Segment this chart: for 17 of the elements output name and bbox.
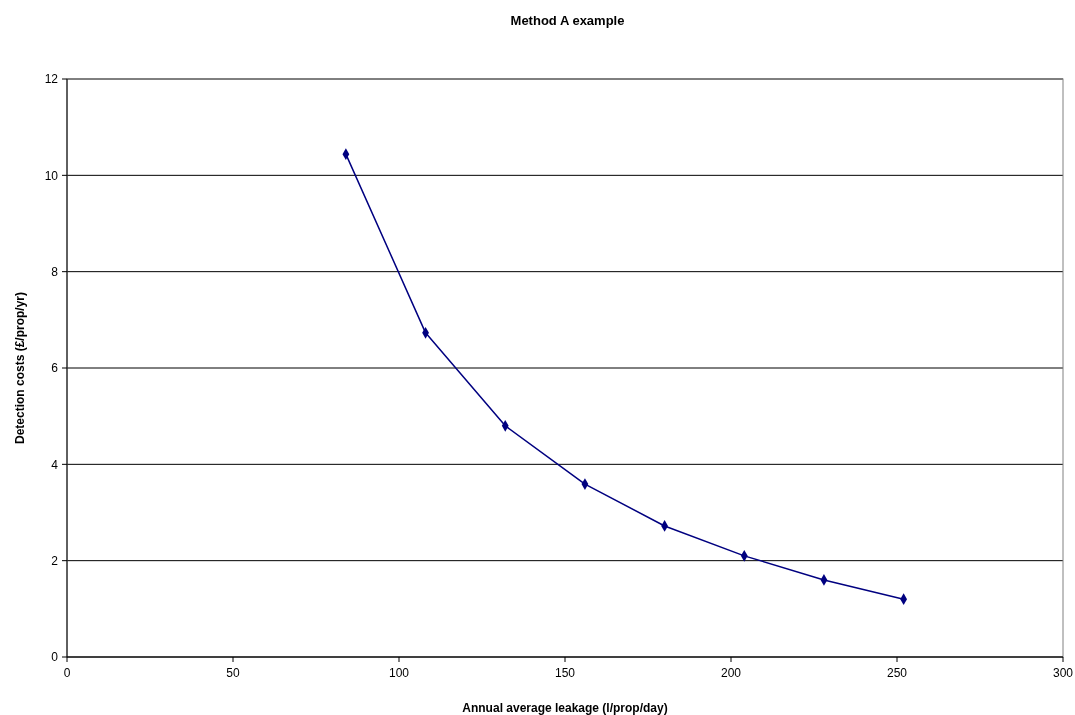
x-tick-label: 300	[1052, 666, 1074, 680]
x-tick-label: 250	[886, 666, 908, 680]
y-tick-label: 6	[51, 361, 59, 376]
y-tick-label: 0	[51, 650, 59, 665]
x-tick-label: 50	[226, 666, 240, 680]
chart-title: Method A example	[510, 13, 625, 28]
y-tick-label: 12	[44, 72, 59, 87]
y-tick-label: 4	[51, 457, 59, 472]
x-axis-title: Annual average leakage (l/prop/day)	[462, 701, 668, 715]
x-tick-label: 0	[63, 666, 71, 680]
x-tick-label: 100	[388, 666, 410, 680]
x-tick-label: 200	[720, 666, 742, 680]
x-tick-label: 150	[554, 666, 576, 680]
y-axis-title: Detection costs (£/prop/yr)	[13, 291, 27, 445]
y-tick-label: 2	[51, 553, 59, 568]
y-tick-label: 10	[44, 168, 59, 183]
y-tick-label: 8	[51, 264, 59, 279]
